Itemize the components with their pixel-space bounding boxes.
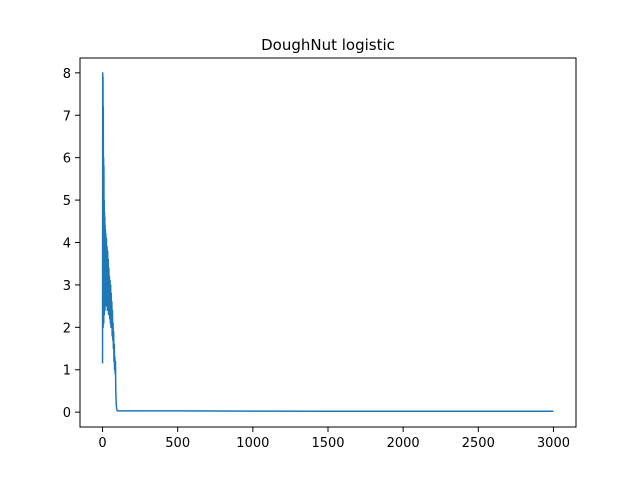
- y-tick-label: 2: [63, 321, 71, 336]
- x-tick-label: 1500: [311, 436, 344, 451]
- series-line: [101, 72, 554, 413]
- y-tick-label: 4: [63, 237, 71, 252]
- chart-title: DoughNut logistic: [261, 36, 395, 54]
- y-tick-label: 3: [63, 279, 71, 294]
- plot-area: 0 500 1000 1500 2000 2500 3000 0 1 2 3 4 5 6 7 8: [63, 57, 577, 451]
- y-axis-ticks: 0 1 2 3 4 5 6 7 8: [63, 67, 80, 421]
- x-tick-label: 2500: [462, 436, 495, 451]
- x-tick-label: 0: [98, 436, 106, 451]
- y-tick-label: 8: [63, 67, 71, 82]
- y-tick-label: 7: [63, 109, 71, 124]
- x-tick-label: 3000: [537, 436, 570, 451]
- x-tick-label: 1000: [236, 436, 269, 451]
- y-tick-label: 0: [63, 406, 71, 421]
- x-tick-label: 500: [165, 436, 190, 451]
- x-axis-ticks: 0 500 1000 1500 2000 2500 3000: [98, 427, 570, 451]
- x-tick-label: 2000: [387, 436, 420, 451]
- axes-frame: [79, 57, 577, 428]
- y-tick-label: 6: [63, 152, 71, 167]
- y-tick-label: 5: [63, 194, 71, 209]
- y-tick-label: 1: [63, 364, 71, 379]
